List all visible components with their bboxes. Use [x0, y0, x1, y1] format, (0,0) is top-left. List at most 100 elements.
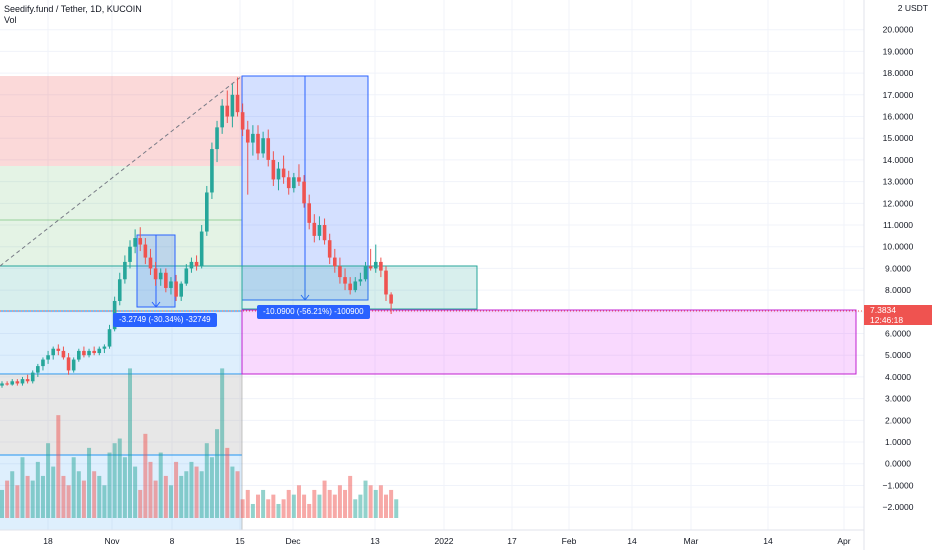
- y-tick-label: −1.0000: [883, 480, 914, 490]
- volume-bar: [87, 447, 92, 518]
- measure-arrowhead-dec: [300, 294, 310, 301]
- candle-body: [179, 283, 183, 297]
- y-tick-label: 16.0000: [883, 112, 914, 122]
- x-tick-label: 15: [235, 536, 245, 546]
- candle-body: [307, 203, 311, 223]
- candle-body: [312, 222, 317, 236]
- volume-bar: [133, 466, 138, 518]
- y-tick-label: 11.0000: [883, 220, 913, 230]
- candle-body: [174, 281, 178, 297]
- candle-body: [317, 225, 322, 236]
- volume-bar: [261, 489, 266, 518]
- candle-body: [338, 266, 342, 278]
- y-tick-label: 5.0000: [885, 350, 911, 360]
- candle-body: [138, 238, 143, 245]
- volume-bar: [291, 494, 296, 518]
- volume-bar: [112, 443, 117, 518]
- volume-bar: [296, 485, 301, 518]
- y-tick-label: 3.0000: [885, 394, 911, 404]
- candle-body: [117, 279, 122, 301]
- candle-body: [373, 261, 378, 269]
- candle-body: [292, 177, 296, 189]
- candle-body: [15, 381, 20, 384]
- candle-body: [184, 268, 189, 284]
- y-tick-label: 10.0000: [883, 242, 914, 252]
- volume-bar: [56, 415, 61, 518]
- candle-body: [10, 381, 15, 385]
- last-price-countdown: 12:46:18: [870, 315, 904, 325]
- y-tick-label: 6.0000: [885, 329, 911, 339]
- candle-body: [235, 94, 240, 113]
- volume-bar: [204, 443, 209, 518]
- volume-bar: [240, 499, 245, 518]
- volume-bar: [179, 475, 184, 518]
- candle-body: [189, 261, 194, 269]
- volume-bar: [46, 443, 51, 518]
- candle-body: [143, 244, 148, 258]
- candle-body: [230, 94, 235, 117]
- volume-bar: [128, 368, 132, 518]
- volume-bar: [343, 489, 348, 518]
- volume-bar: [194, 466, 199, 518]
- volume-bar: [174, 461, 179, 518]
- volume-bar: [25, 475, 30, 518]
- volume-bar: [189, 461, 194, 518]
- candle-body: [102, 346, 107, 349]
- volume-bar: [158, 452, 163, 518]
- y-tick-label: 20.0000: [883, 25, 914, 35]
- candle-body: [302, 181, 306, 204]
- candle-body: [20, 379, 25, 384]
- volume-bars: [0, 368, 399, 518]
- volume-bar: [245, 489, 250, 518]
- y-tick-label: 13.0000: [883, 177, 914, 187]
- volume-bar: [271, 494, 276, 518]
- candle-body: [30, 372, 35, 382]
- candle-body: [225, 105, 230, 117]
- price-axis[interactable]: 20.000019.000018.000017.000016.000015.00…: [863, 0, 914, 550]
- candle-body: [343, 277, 347, 284]
- measure-label-dec: -10.0900 (-56.21%) -100900: [257, 305, 370, 319]
- volume-bar: [317, 494, 322, 518]
- axis-unit-label: 2 USDT: [898, 3, 928, 13]
- time-axis[interactable]: 18 Nov 8 15 Dec 13 2022 17 Feb 14 Mar 14 Apr: [0, 529, 864, 546]
- candle-body: [363, 266, 368, 280]
- candle-body: [353, 281, 358, 291]
- candle-body: [281, 168, 286, 178]
- volume-bar: [35, 461, 40, 518]
- fib-diagonal: [0, 75, 243, 267]
- candle-body: [384, 270, 388, 295]
- volume-bar: [143, 433, 148, 518]
- y-tick-label: 17.0000: [883, 90, 914, 100]
- volume-bar: [384, 494, 388, 518]
- candle-body: [87, 350, 91, 356]
- volume-bar: [348, 475, 353, 518]
- volume-bar: [281, 499, 286, 518]
- candle-body: [297, 177, 301, 182]
- volume-bar: [20, 457, 25, 518]
- volume-bar: [256, 494, 260, 518]
- y-tick-label: 4.0000: [885, 372, 911, 382]
- volume-bar: [10, 471, 15, 518]
- volume-bar: [61, 475, 66, 518]
- x-tick-label: 18: [43, 536, 53, 546]
- volume-bar: [286, 489, 291, 518]
- volume-bar: [378, 485, 383, 518]
- x-tick-label: 14: [763, 536, 773, 546]
- x-tick-label: Nov: [104, 536, 120, 546]
- volume-bar: [92, 471, 97, 518]
- volume-bar: [235, 471, 240, 518]
- volume-bar: [327, 489, 332, 518]
- measure-arrowhead-nov: [151, 301, 161, 308]
- volume-bar: [102, 485, 107, 518]
- volume-bar: [153, 480, 158, 518]
- candle-body: [348, 283, 352, 291]
- drawing-zones: [0, 75, 857, 530]
- volume-bar: [250, 503, 255, 518]
- candle-body: [123, 261, 127, 280]
- volume-bar: [215, 429, 220, 518]
- candle-body: [158, 272, 163, 280]
- candle-body: [368, 266, 373, 269]
- volume-bar: [148, 461, 153, 518]
- volume-bar: [81, 480, 86, 518]
